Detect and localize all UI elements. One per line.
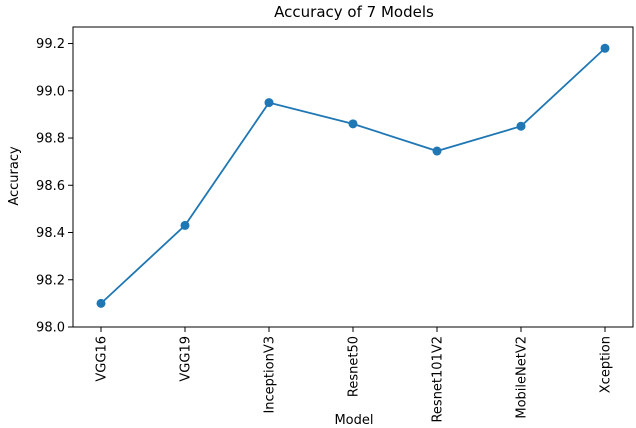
data-point — [600, 43, 610, 53]
plot-frame — [72, 26, 634, 328]
x-tick-label: VGG19 — [179, 336, 194, 382]
y-tick-label: 98.4 — [36, 226, 65, 241]
plot-area: 98.0 98.2 98.4 98.6 98.8 99.0 99.2 VGG16 VGG19 In… — [36, 26, 634, 423]
y-tick-label: 98.8 — [36, 132, 65, 147]
y-tick-label: 99.0 — [36, 84, 65, 99]
x-tick-label: InceptionV3 — [263, 336, 278, 414]
x-tick-label: Resnet50 — [347, 336, 362, 397]
data-point — [96, 298, 106, 308]
y-tick-label: 99.2 — [36, 37, 65, 52]
x-tick-label: Resnet101V2 — [431, 336, 446, 423]
data-point — [516, 121, 526, 131]
x-tick-label: MobileNetV2 — [515, 336, 530, 419]
y-axis-label: Accuracy — [7, 146, 22, 206]
data-point — [180, 220, 190, 230]
data-point — [348, 119, 358, 129]
x-tick-label: VGG16 — [95, 336, 110, 382]
y-tick-label: 98.6 — [36, 179, 65, 194]
y-tick-label: 98.0 — [36, 321, 65, 336]
data-point — [264, 98, 274, 108]
x-axis-label: Model — [334, 413, 373, 428]
x-tick-label: Xception — [599, 336, 614, 393]
data-point — [432, 146, 442, 156]
series-line — [100, 47, 606, 305]
y-tick-label: 98.2 — [36, 273, 65, 288]
chart-title: Accuracy of 7 Models — [274, 3, 434, 21]
